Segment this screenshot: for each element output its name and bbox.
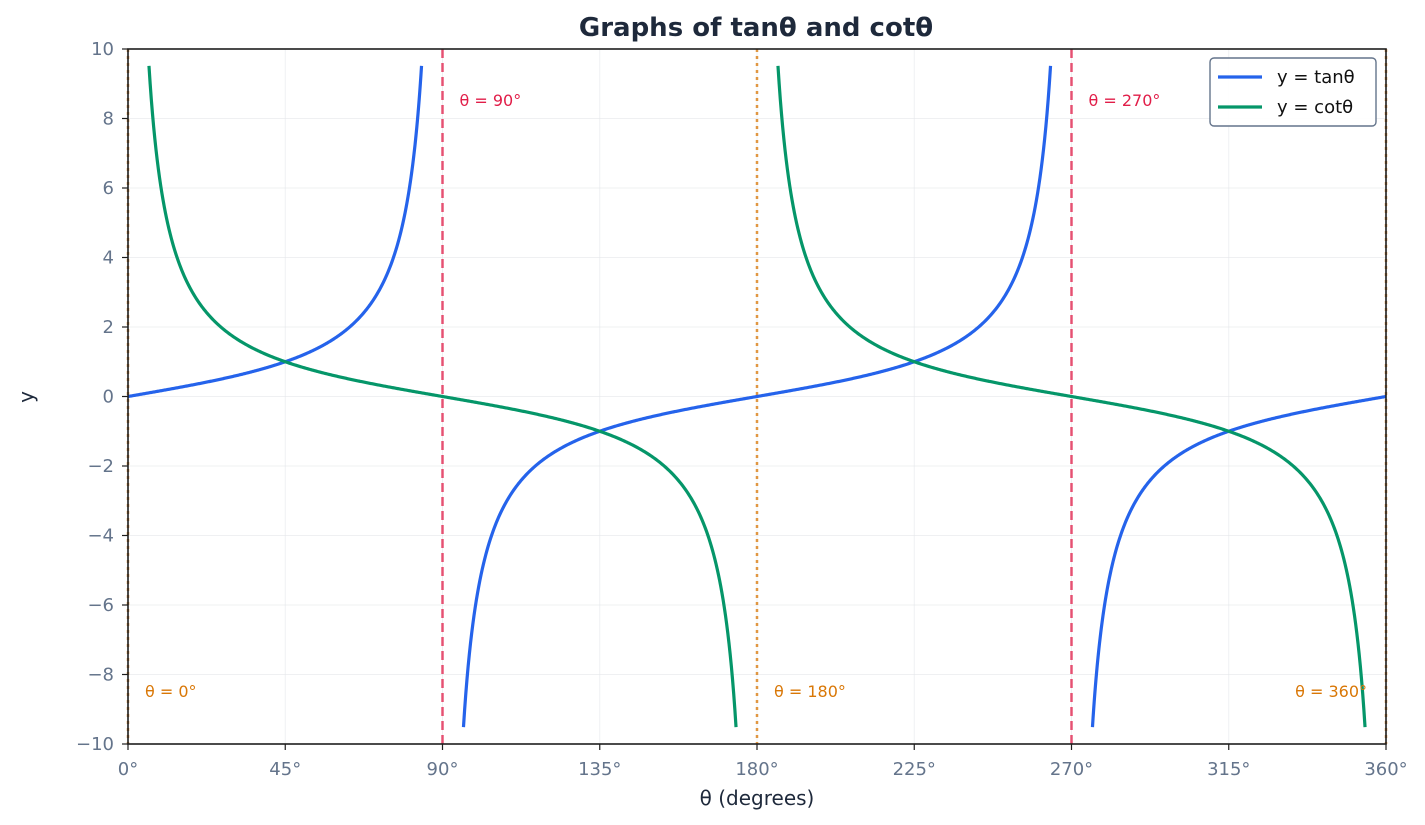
y-tick-label: 8 — [103, 109, 114, 130]
reference-lines — [126, 49, 1388, 744]
legend-label: y = tanθ — [1277, 67, 1355, 88]
x-tick-label: 180° — [735, 759, 778, 780]
y-tick-label: 4 — [103, 248, 114, 269]
series-line-cot — [147, 65, 738, 728]
y-tick-label: 10 — [91, 39, 114, 60]
annotation-label: θ = 360° — [1295, 682, 1367, 701]
y-tick-label: 0 — [103, 387, 114, 408]
y-tick-label: −6 — [87, 595, 114, 616]
x-tick-label: 360° — [1364, 759, 1407, 780]
series-group — [128, 65, 1386, 728]
x-tick-label: 225° — [893, 759, 936, 780]
annotation-label: θ = 0° — [145, 682, 197, 701]
axis-ticks: 0° 45° 90° 135° 180° 225° 270° 315° 360° −10 −8 −6 −… — [76, 39, 1408, 780]
y-tick-label: −2 — [87, 456, 114, 477]
annotation-label: θ = 180° — [774, 682, 846, 701]
legend: y = tanθ y = cotθ — [1209, 57, 1377, 127]
legend-label: y = cotθ — [1277, 97, 1353, 118]
x-tick-label: 45° — [269, 759, 301, 780]
legend-box — [1209, 57, 1377, 127]
chart-title: Graphs of tanθ and cotθ — [579, 13, 933, 43]
annotations: θ = 90° θ = 270° θ = 0° θ = 180° θ = 360° — [145, 91, 1367, 701]
x-axis-label: θ (degrees) — [700, 786, 815, 810]
y-tick-label: −4 — [87, 526, 114, 547]
series-line-tan — [1090, 394, 1386, 728]
y-tick-label: −8 — [87, 665, 114, 686]
series-line-cot — [776, 65, 1367, 728]
x-tick-label: 0° — [118, 759, 138, 780]
annotation-label: θ = 90° — [460, 91, 522, 110]
x-tick-label: 270° — [1050, 759, 1093, 780]
y-tick-label: 2 — [103, 317, 114, 338]
y-tick-label: 6 — [103, 178, 114, 199]
y-tick-label: −10 — [76, 734, 114, 755]
series-line-tan — [128, 65, 424, 399]
series-line-tan — [461, 65, 1053, 728]
x-tick-label: 135° — [578, 759, 621, 780]
x-tick-label: 315° — [1207, 759, 1250, 780]
y-axis-label: y — [14, 391, 38, 403]
x-tick-label: 90° — [427, 759, 459, 780]
annotation-label: θ = 270° — [1089, 91, 1161, 110]
